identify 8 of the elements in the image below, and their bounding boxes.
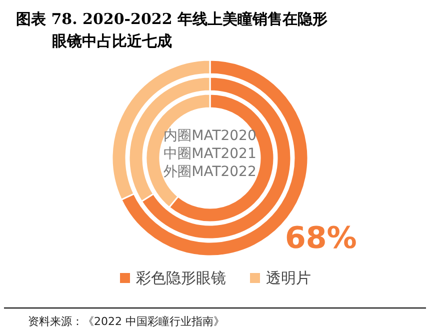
text: 外圈MAT2022	[164, 164, 256, 180]
text: 中圈MAT2021	[164, 146, 256, 162]
data-label: 68%	[285, 221, 357, 256]
text: 资料来源：《2022 中国彩瞳行业指南》	[28, 315, 224, 328]
legend-label: 透明片	[266, 269, 311, 287]
legend-label: 彩色隐形眼镜	[136, 269, 226, 287]
text: 内圈MAT2020	[164, 128, 256, 144]
chart-title: 图表 78. 2020-2022 年线上美瞳销售在隐形眼镜中占比近七成	[16, 10, 328, 50]
